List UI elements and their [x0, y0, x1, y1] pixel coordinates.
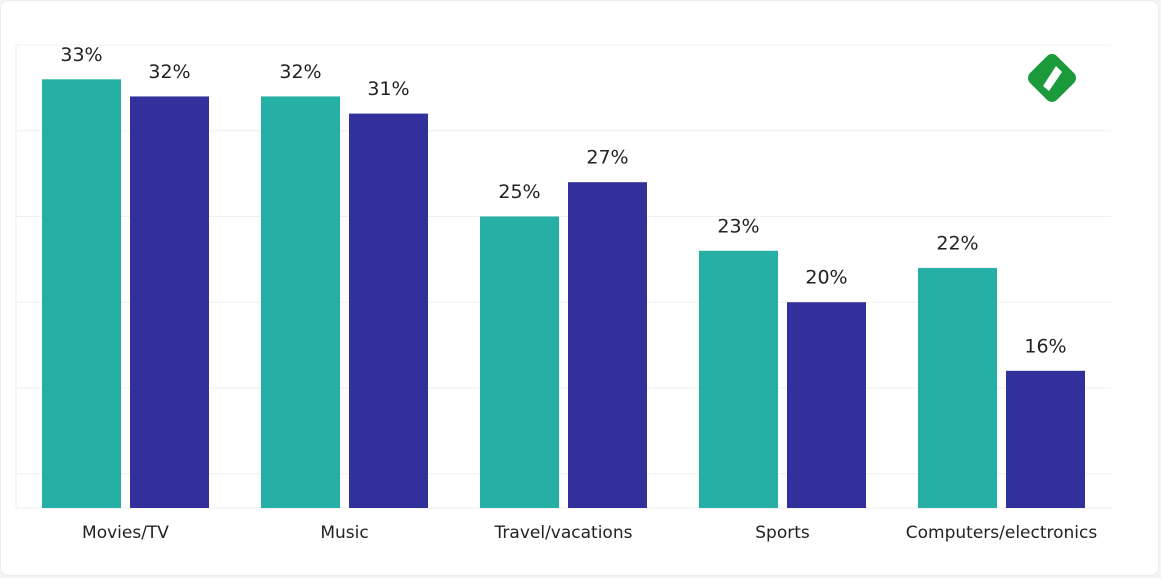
x-tick-label: Travel/vacations [494, 523, 633, 543]
value-label: 27% [586, 147, 628, 169]
x-tick-label: Sports [755, 523, 810, 543]
x-tick-label: Movies/TV [82, 523, 169, 543]
bar [261, 96, 340, 508]
bar [787, 302, 866, 508]
x-tick-label: Computers/electronics [906, 523, 1098, 543]
bar [918, 267, 997, 508]
bar [130, 96, 209, 508]
value-label: 22% [936, 232, 978, 254]
value-label: 25% [498, 181, 540, 203]
value-label: 33% [60, 44, 102, 66]
value-label: 16% [1024, 335, 1066, 357]
x-tick-label: Music [320, 523, 368, 543]
bar [42, 79, 121, 508]
value-label: 31% [367, 78, 409, 100]
value-label: 32% [148, 61, 190, 83]
logo [1028, 54, 1076, 102]
bar [699, 250, 778, 508]
logo-stripe [1043, 66, 1062, 91]
value-label: 23% [717, 215, 759, 237]
bar [480, 216, 559, 508]
bar [1006, 370, 1085, 508]
value-label: 32% [279, 61, 321, 83]
bar [349, 113, 428, 508]
bar [568, 182, 647, 508]
value-label: 20% [805, 267, 847, 289]
